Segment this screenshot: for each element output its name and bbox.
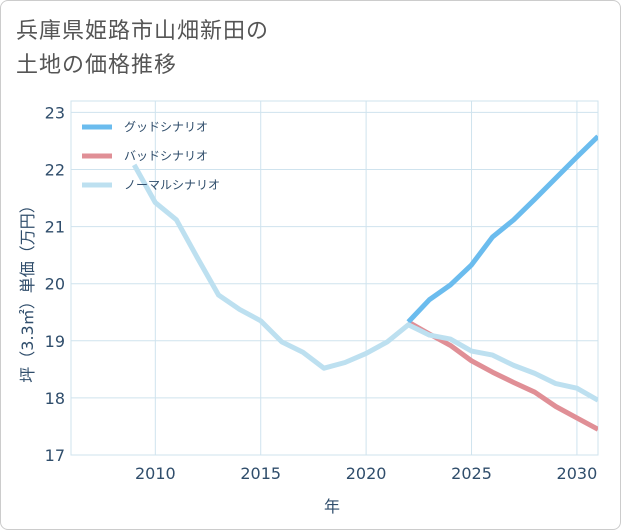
y-tick-label: 23 [45, 103, 65, 122]
series-lines [132, 134, 598, 432]
series-line-normal [132, 163, 598, 403]
y-tick-label: 18 [45, 389, 65, 408]
chart-title-line1: 兵庫県姫路市山畑新田の [16, 19, 270, 44]
chart-title: 兵庫県姫路市山畑新田の 土地の価格推移 [16, 15, 269, 83]
x-tick-label: 2025 [451, 464, 492, 483]
chart-title-line2: 土地の価格推移 [16, 53, 178, 78]
grid [70, 100, 599, 456]
y-tick-label: 22 [45, 161, 65, 180]
x-tick-label: 2015 [240, 464, 281, 483]
legend-label-good: グッドシナリオ [124, 120, 208, 134]
x-tick-label: 2020 [346, 464, 387, 483]
x-tick-label: 2010 [135, 464, 176, 483]
legend-label-bad: バッドシナリオ [124, 149, 208, 163]
y-tick-label: 21 [45, 218, 65, 237]
y-axis-title: 坪（3.3㎡）単価（万円） [18, 197, 37, 382]
series-line-bad [407, 319, 598, 432]
y-tick-label: 20 [45, 275, 65, 294]
y-tick-label: 19 [45, 332, 65, 351]
series-line-good [406, 134, 598, 324]
y-tick-label: 17 [45, 446, 65, 465]
axes: 2010 2015 2020 2025 2030 17 18 19 20 21 22 23 [45, 103, 598, 483]
x-tick-label: 2030 [557, 464, 598, 483]
legend-label-normal: ノーマルシナリオ [124, 178, 220, 192]
x-axis-title: 年 [324, 497, 340, 516]
